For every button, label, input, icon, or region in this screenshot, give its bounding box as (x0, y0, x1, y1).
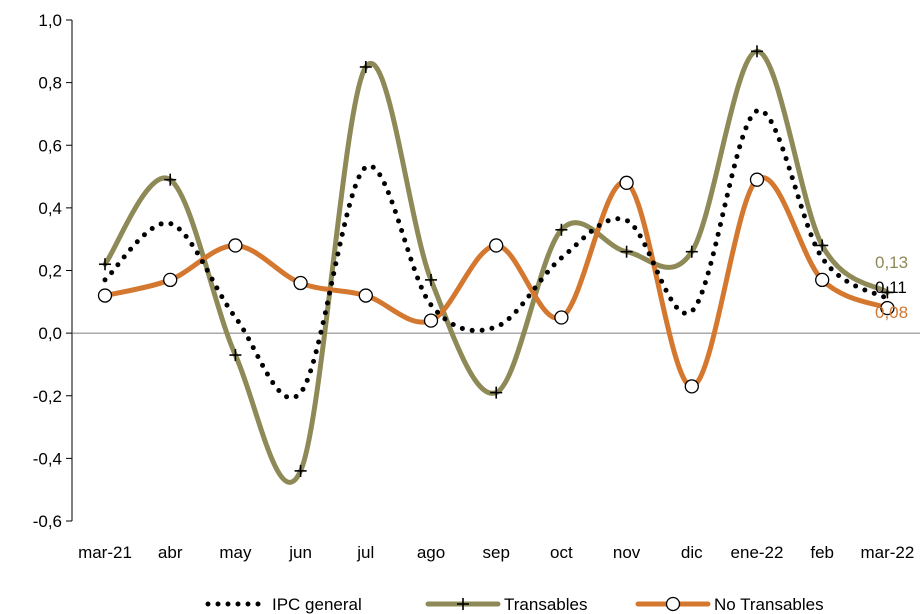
x-tick-label: oct (550, 543, 573, 562)
no-transables-point (423, 313, 439, 328)
no-transables-point (554, 310, 569, 325)
end-labels: 0,13 0,11 0,08 (875, 253, 908, 322)
y-tick-label: 0,0 (38, 324, 62, 343)
x-tick-label: mar-22 (860, 543, 914, 562)
y-tick-label: -0,6 (33, 512, 62, 531)
x-tick-label: feb (810, 543, 834, 562)
legend: IPC general Transables No Transables (205, 595, 824, 614)
no-transables-point (619, 175, 634, 190)
transables-point (816, 239, 829, 252)
x-tick-label: mar-21 (78, 543, 132, 562)
legend-item-ipc-general: IPC general (205, 595, 362, 614)
series-line-transables (102, 48, 890, 485)
transables-point (685, 245, 698, 258)
transables-point (490, 386, 503, 399)
transables-point (555, 223, 568, 236)
no-transables-point (358, 288, 373, 303)
transables-point (99, 258, 111, 271)
transables-point (294, 464, 307, 477)
no-transables-point (228, 238, 243, 253)
no-transables-point (880, 300, 895, 316)
x-tick-label: may (219, 543, 252, 562)
axes: -0,6 -0,4 -0,2 0,0 0,2 0,4 0,6 0,8 1,0 mar-21 abr m… (33, 11, 920, 562)
transables-point (359, 60, 372, 73)
legend-label: No Transables (714, 595, 824, 614)
x-tick-label: ene-22 (731, 543, 784, 562)
transables-point (229, 349, 242, 362)
transables-point (164, 173, 177, 186)
no-transables-point (749, 172, 765, 187)
no-transables-point (97, 288, 113, 303)
x-tick-label: jul (356, 543, 374, 562)
x-tick-label: dic (681, 543, 703, 562)
y-tick-label: -0,4 (33, 449, 62, 468)
series-line-ipc-general (102, 108, 890, 401)
legend-label: Transables (504, 595, 587, 614)
transables-point (881, 286, 894, 299)
transables-point (751, 45, 763, 58)
y-tick-label: 0,8 (38, 74, 62, 93)
legend-label: IPC general (272, 595, 362, 614)
no-transables-point (815, 272, 830, 288)
x-tick-label: nov (613, 543, 641, 562)
transables-point (620, 245, 633, 258)
series-line-no-transables (102, 175, 890, 389)
no-transables-point (163, 272, 178, 288)
x-tick-label: jun (288, 543, 312, 562)
series-markers (97, 45, 895, 477)
series-lines (102, 48, 890, 485)
x-tick-label: ago (417, 543, 445, 562)
x-tick-label: sep (482, 543, 509, 562)
y-tick-label: 0,2 (38, 262, 62, 281)
transables-point (425, 273, 437, 286)
y-tick-label: 0,4 (38, 199, 62, 218)
no-transables-point (489, 238, 504, 253)
end-label-transables: 0,13 (875, 253, 908, 272)
no-transables-point (293, 275, 308, 291)
y-tick-label: 1,0 (38, 11, 62, 30)
legend-item-no-transables: No Transables (635, 595, 824, 614)
legend-item-transables: Transables (425, 595, 587, 614)
x-tick-label: abr (158, 543, 183, 562)
end-label-ipc-general: 0,11 (875, 278, 907, 297)
end-label-no-transables: 0,08 (875, 303, 908, 322)
y-tick-label: -0,2 (33, 387, 62, 406)
no-transables-point (684, 379, 699, 394)
y-tick-label: 0,6 (38, 136, 62, 155)
